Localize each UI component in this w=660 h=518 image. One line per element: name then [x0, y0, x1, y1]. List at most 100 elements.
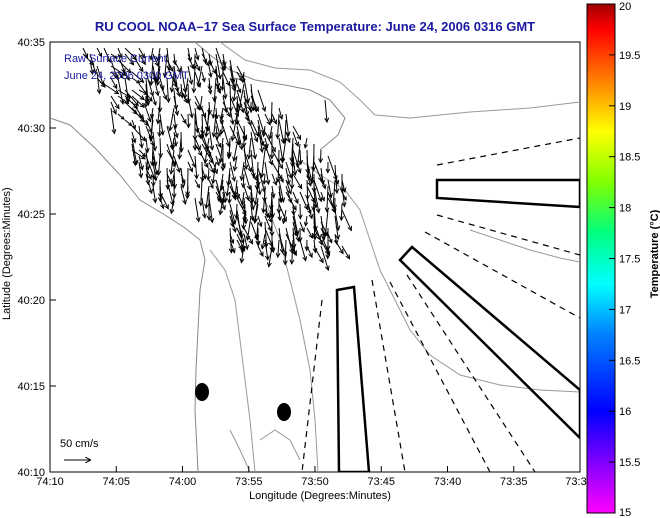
current-vector — [313, 215, 316, 240]
current-vector-head — [174, 132, 179, 139]
current-vector-head — [174, 87, 180, 93]
current-vector-head — [296, 134, 302, 141]
current-vector — [145, 173, 153, 194]
current-vector-head — [278, 114, 284, 120]
current-vector — [222, 125, 230, 147]
current-vector — [110, 53, 118, 59]
current-vector-head — [138, 66, 144, 73]
current-vector-head — [194, 174, 199, 180]
current-vector — [138, 125, 143, 148]
x-tick-label: 74:10 — [36, 476, 64, 488]
current-vector-head — [318, 158, 324, 164]
current-vector — [277, 239, 280, 258]
current-vector-head — [197, 133, 202, 140]
current-vector — [264, 143, 273, 165]
current-vector-head — [268, 160, 274, 166]
current-vector-head — [222, 94, 228, 100]
current-vector — [243, 77, 249, 103]
current-vector — [320, 227, 326, 237]
depth-contour-2 — [209, 249, 256, 472]
current-vector — [243, 143, 247, 170]
current-vector — [257, 125, 263, 153]
current-vector — [170, 149, 175, 174]
map-features — [50, 42, 580, 472]
current-vector — [131, 149, 146, 160]
current-vector — [173, 59, 181, 73]
current-vector-head — [286, 137, 291, 144]
current-vector-head — [266, 120, 271, 126]
current-vector-head — [237, 88, 242, 94]
current-vector — [327, 197, 336, 212]
current-vector — [257, 89, 266, 112]
current-vector-head — [185, 194, 190, 200]
current-vector — [236, 227, 244, 244]
current-vector — [215, 125, 218, 140]
current-vector-head — [232, 166, 238, 172]
current-vector — [236, 215, 243, 238]
current-vector — [242, 215, 245, 229]
current-vector-head — [152, 146, 158, 152]
current-vector — [152, 185, 156, 203]
current-vector — [324, 99, 328, 123]
current-vector — [292, 209, 299, 235]
x-tick-label: 74:00 — [169, 476, 197, 488]
current-vector — [205, 185, 210, 209]
current-vector — [257, 245, 264, 257]
current-vector-head — [294, 198, 299, 205]
current-vectors — [82, 47, 352, 272]
current-vector-head — [272, 180, 278, 186]
current-vector-head — [120, 116, 125, 120]
current-vector — [292, 173, 303, 189]
current-vector-head — [138, 143, 144, 149]
current-vector — [89, 53, 97, 74]
current-vector-head — [250, 172, 256, 179]
current-vector — [326, 185, 329, 212]
current-vector — [263, 173, 266, 184]
current-vector — [292, 149, 301, 173]
current-vector — [241, 239, 245, 253]
current-vector — [306, 173, 312, 186]
current-vector — [313, 179, 322, 202]
current-vector — [171, 71, 175, 92]
current-vector — [319, 149, 322, 163]
x-axis-label: Longitude (Degrees:Minutes) — [249, 490, 391, 502]
current-vector — [201, 143, 214, 164]
x-tick-label: 74:05 — [102, 476, 130, 488]
current-vector-head — [230, 136, 236, 142]
current-vector — [229, 239, 236, 253]
current-vector — [166, 167, 169, 190]
current-vector-head — [295, 236, 301, 243]
current-vector — [159, 185, 162, 198]
current-vector-head — [238, 144, 244, 151]
current-vector — [173, 113, 177, 129]
current-vector-head — [196, 184, 200, 189]
current-vector-head — [111, 129, 117, 135]
current-vector-head — [221, 204, 226, 211]
current-vector — [208, 149, 218, 174]
current-vector-head — [311, 166, 317, 172]
current-vector-head — [169, 87, 175, 93]
current-vector-head — [239, 107, 245, 114]
current-vector-head — [158, 193, 163, 199]
current-vector — [285, 167, 290, 185]
current-vector-head — [113, 89, 120, 95]
current-vector-head — [133, 101, 140, 107]
current-vector — [131, 107, 145, 123]
current-vector — [327, 179, 332, 198]
current-vector — [201, 113, 204, 135]
current-vector — [164, 53, 168, 78]
current-vector-head — [215, 161, 220, 167]
current-vector — [341, 191, 347, 201]
current-vector-head — [230, 239, 235, 245]
current-vector — [341, 179, 346, 193]
current-vector — [243, 95, 252, 111]
current-vector-head — [216, 131, 222, 138]
current-vector-head — [168, 169, 174, 175]
current-vector — [201, 137, 211, 157]
current-vector — [96, 65, 104, 86]
current-vector-head — [131, 55, 138, 61]
current-vector-head — [269, 154, 275, 160]
current-vector-head — [147, 117, 152, 123]
current-vector — [250, 203, 254, 220]
current-vector-head — [321, 232, 326, 238]
